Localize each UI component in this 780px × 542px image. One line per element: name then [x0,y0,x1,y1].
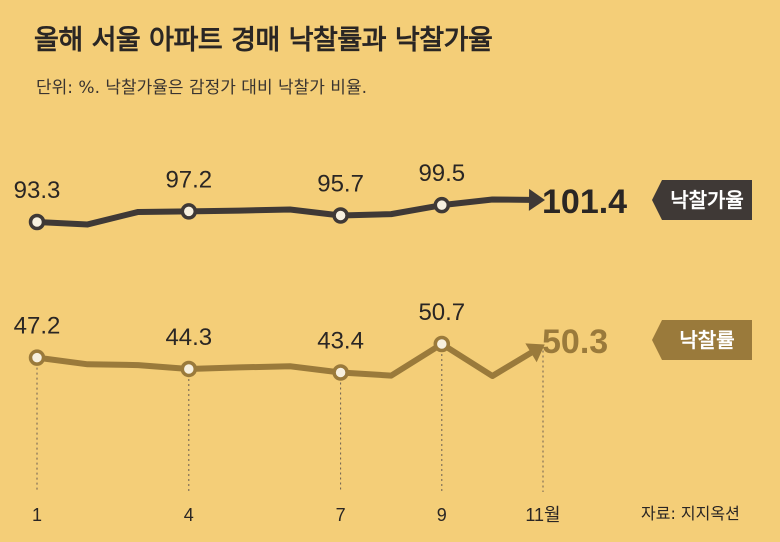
series-badge-label: 낙찰률 [679,328,734,352]
data-label: 97.2 [165,166,212,193]
data-point-marker [28,213,46,231]
series-line-price-ratio [34,196,533,228]
data-point-marker [180,360,198,378]
data-point-marker [28,349,46,366]
data-label: 43.4 [317,327,364,354]
chart-title: 올해 서울 아파트 경매 낙찰률과 낙찰가율 [34,25,493,56]
data-label: 44.3 [165,324,212,351]
series-line-sale-rate [34,341,535,379]
arrow-head-sale-rate [525,343,545,363]
data-label: 50.7 [418,299,465,326]
last-value-label: 50.3 [542,323,608,361]
arrow-head-price-ratio [528,188,545,211]
x-tick-label: 9 [437,505,447,525]
data-point-marker [433,335,451,353]
x-tick-label: 4 [184,505,194,525]
data-point-marker [180,203,198,220]
last-value-label: 101.4 [542,183,627,221]
series-badge [652,320,752,360]
x-tick-label: 7 [336,505,346,525]
data-point-marker [332,207,349,224]
data-label: 93.3 [14,177,61,204]
data-label: 47.2 [14,313,61,340]
series-badge-label: 낙찰가율 [670,188,744,212]
data-point-marker [332,364,349,381]
data-label: 95.7 [317,170,364,197]
data-label: 99.5 [418,160,465,187]
source-note: 자료: 지지옥션 [641,504,740,523]
data-point-marker [433,196,451,214]
chart-subtitle: 단위: %. 낙찰가율은 감정가 대비 낙찰가 비율. [36,78,367,98]
series-badge [652,180,752,220]
x-tick-label: 1 [32,505,42,525]
x-tick-label: 11월 [525,505,560,525]
